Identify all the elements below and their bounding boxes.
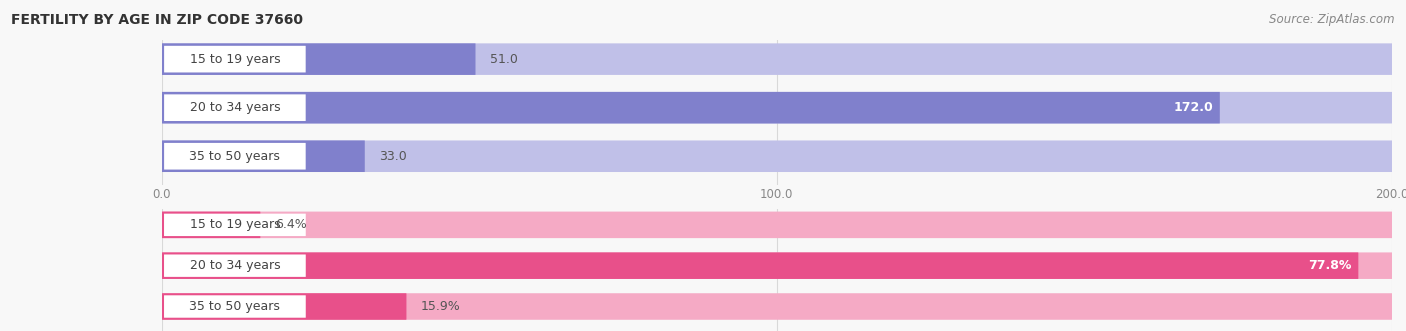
FancyBboxPatch shape [162,92,1392,123]
FancyBboxPatch shape [162,92,1220,123]
FancyBboxPatch shape [165,94,305,121]
Text: 20 to 34 years: 20 to 34 years [190,101,280,114]
Text: 15 to 19 years: 15 to 19 years [190,218,280,231]
FancyBboxPatch shape [162,43,475,75]
FancyBboxPatch shape [162,212,1392,238]
FancyBboxPatch shape [162,253,1358,279]
FancyBboxPatch shape [162,43,1392,75]
FancyBboxPatch shape [165,143,305,169]
Text: 77.8%: 77.8% [1309,259,1353,272]
Text: 35 to 50 years: 35 to 50 years [190,150,280,163]
Text: FERTILITY BY AGE IN ZIP CODE 37660: FERTILITY BY AGE IN ZIP CODE 37660 [11,13,304,27]
Text: Source: ZipAtlas.com: Source: ZipAtlas.com [1270,13,1395,26]
Text: 172.0: 172.0 [1174,101,1213,114]
FancyBboxPatch shape [162,140,364,172]
FancyBboxPatch shape [162,212,260,238]
Text: 33.0: 33.0 [380,150,408,163]
Text: 35 to 50 years: 35 to 50 years [190,300,280,313]
FancyBboxPatch shape [162,253,1392,279]
FancyBboxPatch shape [165,295,305,318]
FancyBboxPatch shape [162,140,1392,172]
Text: 15.9%: 15.9% [420,300,461,313]
Text: 6.4%: 6.4% [276,218,307,231]
Text: 15 to 19 years: 15 to 19 years [190,53,280,66]
FancyBboxPatch shape [165,255,305,277]
FancyBboxPatch shape [165,46,305,72]
FancyBboxPatch shape [165,213,305,236]
FancyBboxPatch shape [162,293,406,320]
FancyBboxPatch shape [162,293,1392,320]
Text: 51.0: 51.0 [491,53,517,66]
Text: 20 to 34 years: 20 to 34 years [190,259,280,272]
